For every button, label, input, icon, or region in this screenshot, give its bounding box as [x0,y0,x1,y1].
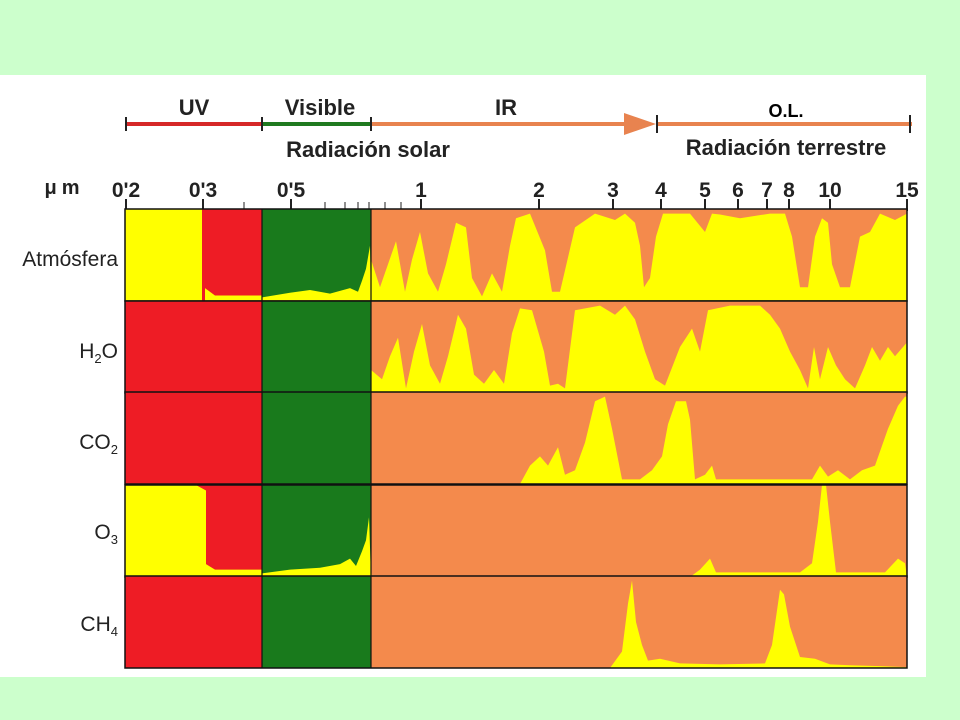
row-label-h2o: H2O [79,340,118,366]
visible-region [262,485,371,577]
solar-radiation-label: Radiación solar [286,137,450,162]
ir-transmission [371,580,907,668]
ir-transmission [371,305,907,393]
axis-tick-labels: 0'2 0'3 0'5 1 2 3 4 5 6 7 8 10 15 [112,179,919,202]
visible-region [262,576,371,668]
uv-transmission [125,485,206,577]
uv-region [125,301,262,393]
ir-arrow-head-icon [624,113,656,135]
axis-tick-label: 15 [895,179,919,202]
row-label-o3: O3 [94,521,118,547]
absorption-spectrum-diagram: UV Visible IR O.L. Radiación solar Radia… [22,95,919,669]
visible-region [262,301,371,393]
axis-tick-label: 8 [783,179,795,202]
row-label-co2: CO2 [79,431,118,457]
diagram-panel: UV Visible IR O.L. Radiación solar Radia… [0,75,926,677]
row-border [124,575,908,669]
axis-tick-label: 7 [761,179,773,202]
axis-tick-label: 6 [732,179,744,202]
axis-tick-label: 0'2 [112,179,140,202]
uv-band-label: UV [179,95,210,120]
uv-region [125,392,262,484]
visible-transmission [262,245,371,301]
ir-band-label: IR [495,95,517,120]
ir-region [371,392,907,484]
row-border [124,391,908,485]
absorption-row [124,484,908,578]
uv-transmission [125,209,202,301]
visible-transmission [262,517,371,577]
axis-tick-label: 4 [655,179,667,202]
visible-region [262,209,371,301]
row-label-atmosfera: Atmósfera [22,248,118,271]
absorption-row [124,300,908,394]
uv-region [125,576,262,668]
axis-tick-label: 2 [533,179,545,202]
ol-label: O.L. [769,101,804,121]
axis-tick-label: 1 [415,179,427,202]
absorption-row [124,208,908,302]
uv-transmission-strip [206,490,262,577]
row-label-ch4: CH4 [80,613,118,639]
axis-tick-label: 5 [699,179,711,202]
absorption-rows [124,208,908,669]
axis-tick-label: 0'3 [189,179,217,202]
axis-tick-label: 0'5 [277,179,306,202]
absorption-row [124,575,908,669]
terrestrial-radiation-label: Radiación terrestre [686,135,887,160]
axis-tick-label: 10 [818,179,841,202]
visible-band-label: Visible [285,95,356,120]
visible-region [262,392,371,484]
absorption-row [124,391,908,485]
axis-tick-label: 3 [607,179,619,202]
ir-transmission [371,213,907,301]
